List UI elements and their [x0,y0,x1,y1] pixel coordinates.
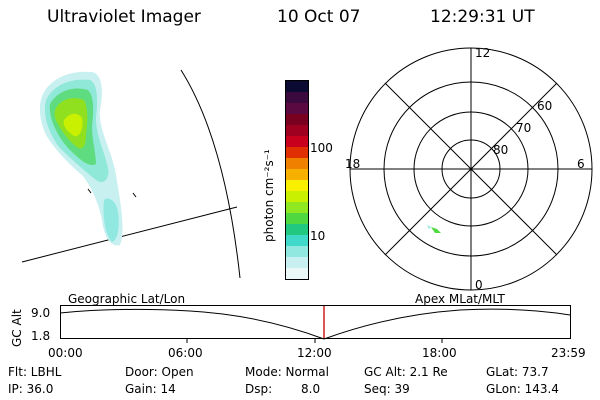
timeline-right-label: Apex MLat/MLT [415,292,505,306]
glon-info: GLon: 143.4 [486,382,559,396]
colorbar-segment [286,268,308,279]
polar-label-12: 12 [475,46,490,60]
dsp-label: Dsp: [245,382,273,396]
colorbar [285,80,309,280]
polar-label-18: 18 [345,157,360,171]
colorbar-tick-10: 10 [310,229,326,243]
xtick-0000: 00:00 [48,346,83,360]
polar-label-0: 0 [475,278,483,292]
aurora-emission [39,71,123,246]
mode-info: Mode: Normal [245,365,329,379]
seq-info: Seq: 39 [364,382,410,396]
ytick-1.8: 1.8 [31,329,51,343]
earth-limb-arc [180,69,241,279]
colorbar-segment [286,257,308,268]
ip-info: IP: 36.0 [8,382,54,396]
altitude-curve [60,308,571,340]
gcalt-info: GC Alt: 2.1 Re [364,365,448,379]
colorbar-segment [286,158,308,169]
xtick-0600: 06:00 [168,346,203,360]
colorbar-segment [286,246,308,257]
colorbar-segment [286,202,308,213]
polar-label-70: 70 [516,121,531,135]
colorbar-segment [286,147,308,158]
polar-label-6: 6 [577,157,585,171]
colorbar-tick-100: 100 [310,141,333,155]
xtick-1800: 18:00 [422,346,457,360]
colorbar-segment [286,92,308,103]
colorbar-segment [286,191,308,202]
dsp-value: 8.0 [301,382,321,396]
colorbar-label: photon cm⁻²s⁻¹ [262,149,276,242]
colorbar-segment [286,213,308,224]
altitude-timeline [60,305,571,343]
colorbar-segment [286,180,308,191]
colorbar-segment [286,136,308,147]
ytick-9: 9.0 [31,306,51,320]
xtick-2359: 23:59 [551,346,586,360]
colorbar-segment [286,235,308,246]
colorbar-segment [286,169,308,180]
colorbar-segment [286,224,308,235]
polar-plot: 12 0 18 6 60 70 80 [345,46,593,292]
polar-label-80: 80 [493,143,508,157]
date-label: 10 Oct 07 [277,7,361,27]
horizon-line [21,206,238,263]
gain-info: Gain: 14 [125,382,176,396]
time-label: 12:29:31 UT [430,7,535,27]
filter-info: Flt: LBHL [8,365,62,379]
colorbar-segment [286,114,308,125]
colorbar-segment [286,103,308,114]
glat-info: GLat: 73.7 [486,365,549,379]
xtick-1200: 12:00 [297,346,332,360]
colorbar-segment [286,81,308,92]
app-title: Ultraviolet Imager [47,7,201,27]
timeline-left-label: Geographic Lat/Lon [68,292,186,306]
door-info: Door: Open [125,365,194,379]
polar-label-60: 60 [537,99,552,113]
timeline-yaxis-label: GC Alt [10,309,24,347]
colorbar-segment [286,125,308,136]
